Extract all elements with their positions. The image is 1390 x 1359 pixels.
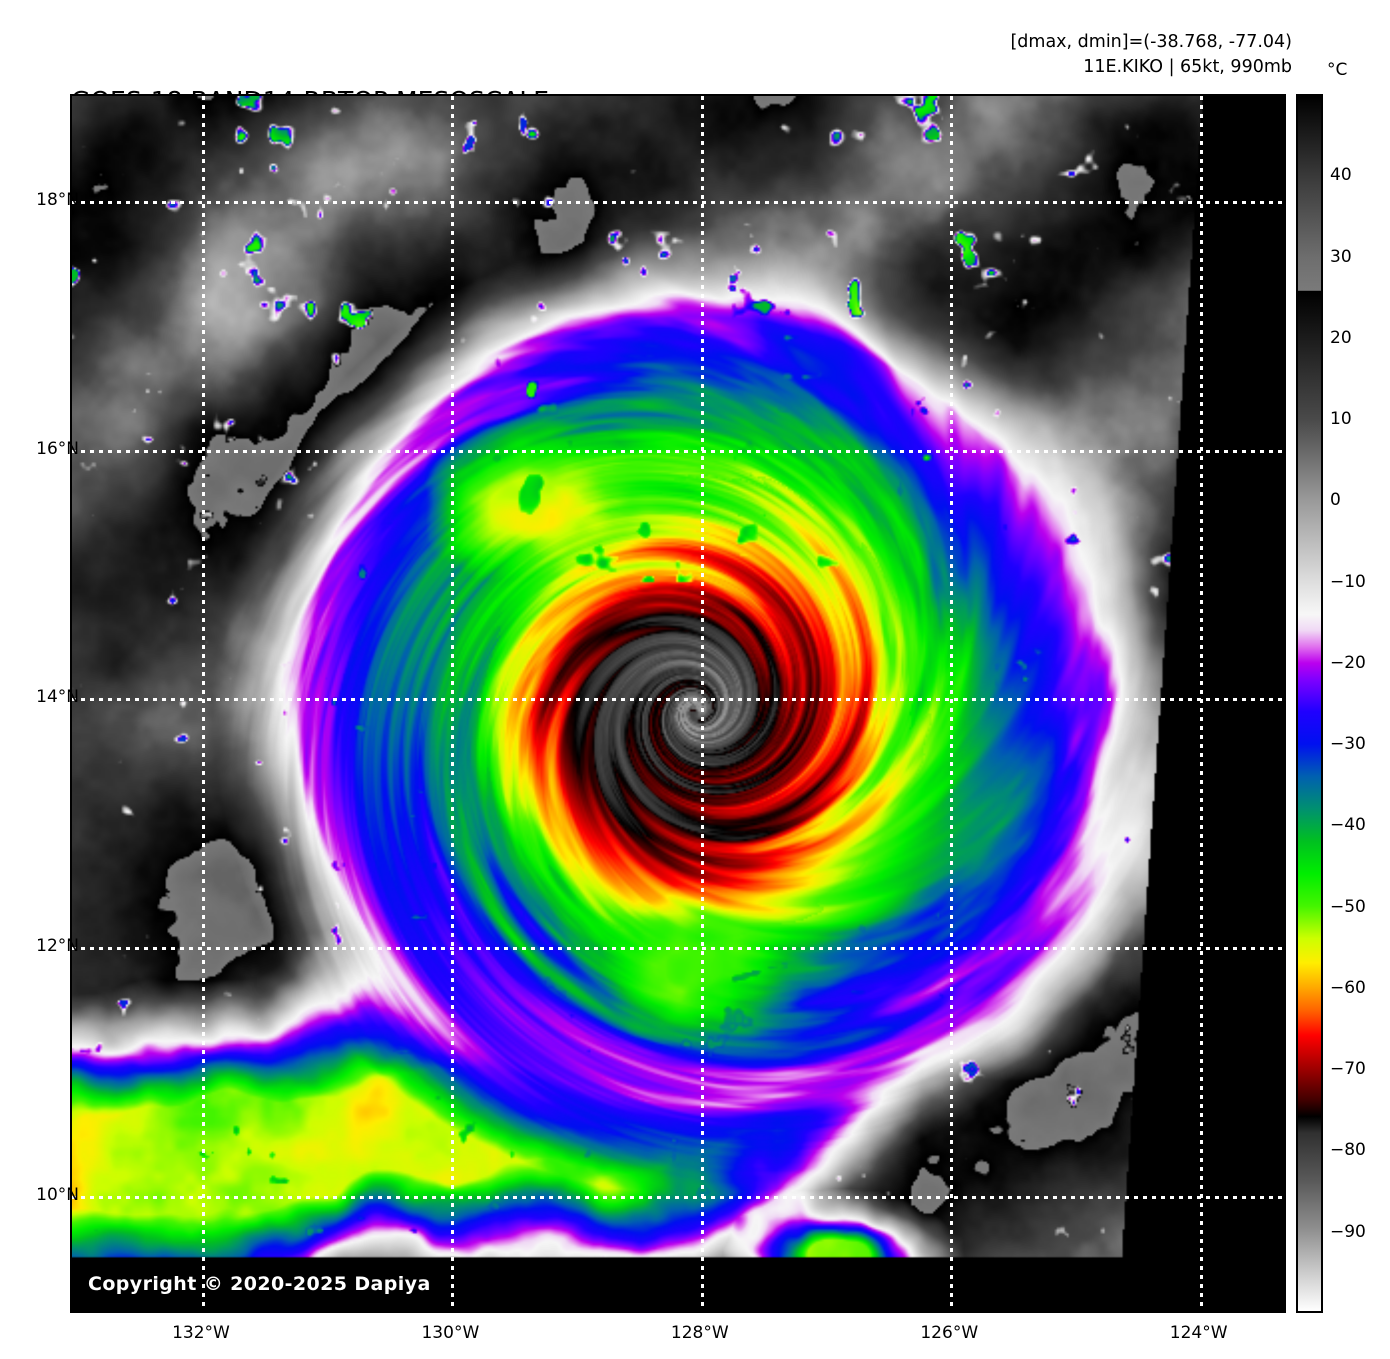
longitude-tick-label: 128°W (670, 1323, 729, 1343)
latitude-tick-label: 10°N (36, 1184, 79, 1205)
colorbar-tick-label: −50 (1330, 896, 1366, 917)
colorbar-tick-label: 20 (1330, 327, 1352, 348)
colorbar-tick-label: −30 (1330, 734, 1366, 755)
latitude-tick-label: 14°N (36, 687, 79, 708)
longitude-tick-label: 132°W (172, 1323, 230, 1343)
temperature-colorbar (1296, 94, 1323, 1313)
colorbar-tick-label: 40 (1330, 165, 1352, 186)
latitude-tick-label: 18°N (36, 189, 79, 210)
colorbar-tick-label: −40 (1330, 815, 1366, 836)
colorbar-tick-label: −20 (1330, 652, 1366, 673)
colorbar-tick-label: −80 (1330, 1140, 1366, 1161)
colorbar-unit-label: °C (1327, 60, 1348, 80)
satellite-imagery-canvas (72, 96, 1284, 1311)
storm-info-readout: 11E.KIKO | 65kt, 990mb (1083, 57, 1292, 77)
dmax-dmin-readout: [dmax, dmin]=(-38.768, -77.04) (1010, 32, 1292, 52)
colorbar-tick-label: −90 (1330, 1221, 1366, 1242)
colorbar-tick-label: 30 (1330, 246, 1352, 267)
latitude-tick-label: 16°N (36, 438, 79, 459)
longitude-tick-label: 126°W (920, 1323, 979, 1343)
colorbar-tick-label: 0 (1330, 490, 1341, 511)
colorbar-gradient (1298, 96, 1321, 1311)
latitude-tick-label: 12°N (36, 936, 79, 957)
colorbar-tick-label: 10 (1330, 409, 1352, 430)
longitude-tick-label: 124°W (1169, 1323, 1228, 1343)
colorbar-tick-label: −70 (1330, 1059, 1366, 1080)
satellite-image-plot: Copyright © 2020-2025 Dapiya (70, 94, 1286, 1313)
copyright-notice: Copyright © 2020-2025 Dapiya (88, 1273, 431, 1295)
longitude-tick-label: 130°W (421, 1323, 480, 1343)
colorbar-tick-label: −60 (1330, 977, 1366, 998)
colorbar-tick-label: −10 (1330, 571, 1366, 592)
chart-metadata: [dmax, dmin]=(-38.768, -77.04) 11E.KIKO … (1010, 30, 1292, 80)
